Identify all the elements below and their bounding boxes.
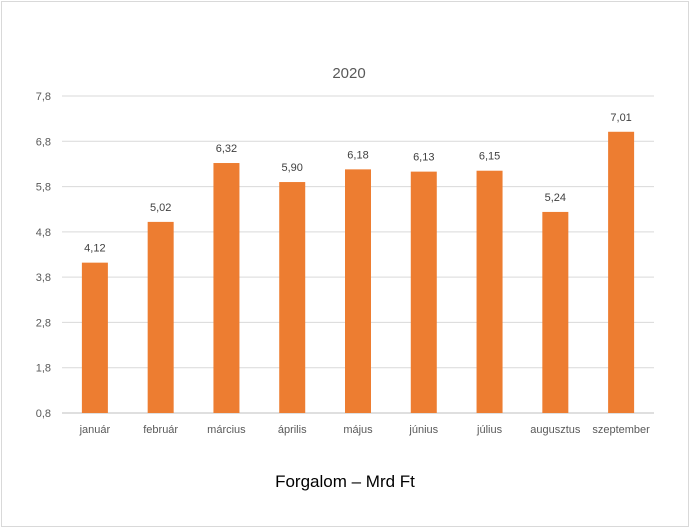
bar — [147, 221, 174, 413]
data-label: 6,18 — [347, 149, 368, 161]
chart-title: 2020 — [332, 65, 365, 82]
data-label: 6,13 — [413, 152, 434, 164]
y-tick-label: 4,8 — [36, 227, 51, 239]
chart-caption: Forgalom – Mrd Ft — [275, 472, 415, 491]
x-tick-label: január — [79, 424, 111, 436]
y-axis: 0,8 1,8 2,8 3,8 4,8 5,8 6,8 7,8 — [36, 91, 51, 420]
data-label: 6,32 — [216, 143, 237, 155]
data-label: 4,12 — [84, 243, 105, 255]
y-tick-label: 6,8 — [36, 136, 51, 148]
data-label: 5,24 — [545, 192, 566, 204]
bar-series: 4,12 5,02 6,32 5,90 6,18 6,13 6,15 5,24 7,01 — [81, 112, 635, 414]
data-label: 7,01 — [610, 112, 631, 124]
y-tick-label: 2,8 — [36, 317, 51, 329]
x-tick-label: május — [343, 424, 373, 436]
y-tick-label: 1,8 — [36, 363, 51, 375]
data-label: 5,02 — [150, 202, 171, 214]
x-tick-label: április — [278, 424, 307, 436]
y-tick-label: 0,8 — [36, 408, 51, 420]
bar — [608, 131, 635, 414]
x-tick-label: június — [408, 424, 438, 436]
bar — [81, 262, 108, 413]
x-tick-label: július — [476, 424, 503, 436]
bar — [279, 182, 306, 413]
data-label: 6,15 — [479, 151, 500, 163]
data-label: 5,90 — [282, 162, 303, 174]
x-tick-label: március — [207, 424, 246, 436]
y-tick-label: 7,8 — [36, 91, 51, 103]
x-axis: január február március április május június jú… — [79, 424, 651, 436]
bar — [476, 170, 503, 413]
y-tick-label: 3,8 — [36, 272, 51, 284]
bar — [542, 211, 569, 413]
y-tick-label: 5,8 — [36, 182, 51, 194]
x-tick-label: augusztus — [530, 424, 581, 436]
x-tick-label: szeptember — [592, 424, 650, 436]
x-tick-label: február — [143, 424, 178, 436]
bar — [213, 163, 240, 413]
bar — [410, 171, 437, 413]
bar — [345, 169, 371, 413]
